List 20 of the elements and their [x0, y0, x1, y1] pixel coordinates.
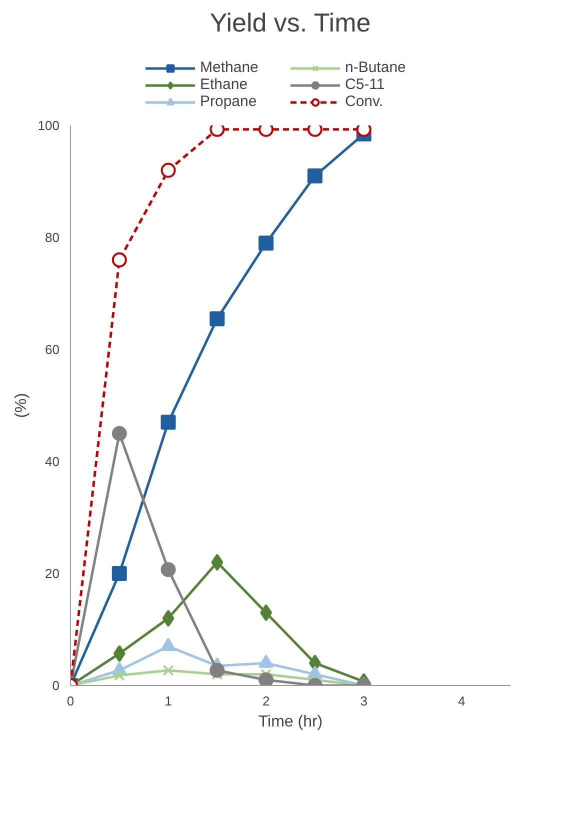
legend-label: Methane	[200, 59, 260, 76]
x-tick-label: 4	[458, 694, 466, 708]
y-tick-label: 20	[45, 566, 60, 581]
y-tick-label: 60	[45, 342, 60, 357]
legend-label: C5-11	[345, 76, 386, 93]
x-tick-label: 1	[164, 694, 172, 708]
y-tick-label: 0	[52, 678, 60, 693]
x-tick-label: 0	[66, 694, 74, 708]
x-tick-label: 3	[360, 694, 368, 708]
chart-title: Yield vs. Time	[210, 8, 371, 38]
legend-label: n-Butane	[345, 59, 407, 76]
legend-label: Ethane	[200, 76, 249, 93]
y-tick-label: 100	[38, 118, 60, 133]
y-tick-label: 40	[45, 454, 60, 469]
legend-label: Propane	[200, 93, 258, 110]
legend-label: Conv.	[345, 93, 384, 110]
x-tick-label: 2	[262, 694, 270, 708]
y-axis-title: (%)	[12, 393, 30, 418]
y-tick-label: 80	[45, 230, 60, 245]
x-axis-title: Time (hr)	[258, 714, 323, 730]
